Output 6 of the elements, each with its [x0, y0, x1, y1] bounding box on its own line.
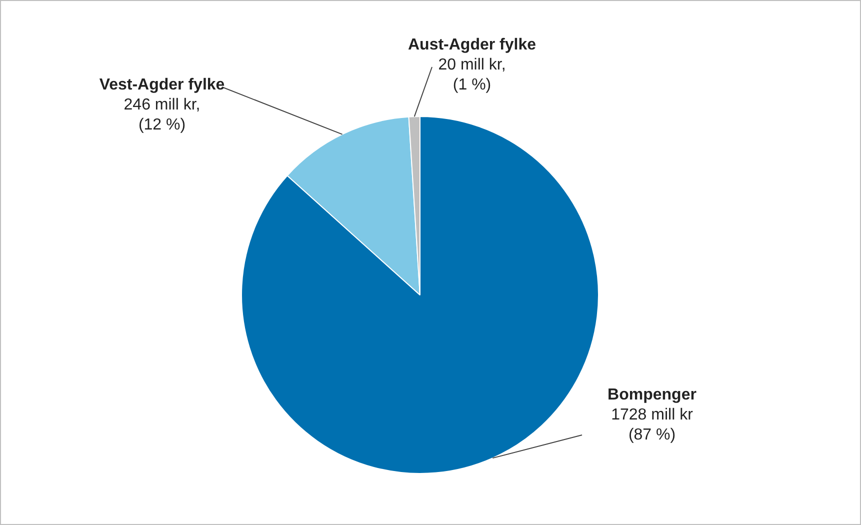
slice-label: Vest-Agder fylke	[99, 76, 225, 94]
data-label: 246 mill kr, (12 %)	[124, 96, 200, 134]
slice-label: Bompenger	[608, 386, 696, 404]
data-label: 20 mill kr, (1 %)	[438, 56, 506, 94]
data-label: 1728 mill kr (87 %)	[611, 406, 694, 444]
slice-label: Aust-Agder fylke	[408, 36, 536, 54]
